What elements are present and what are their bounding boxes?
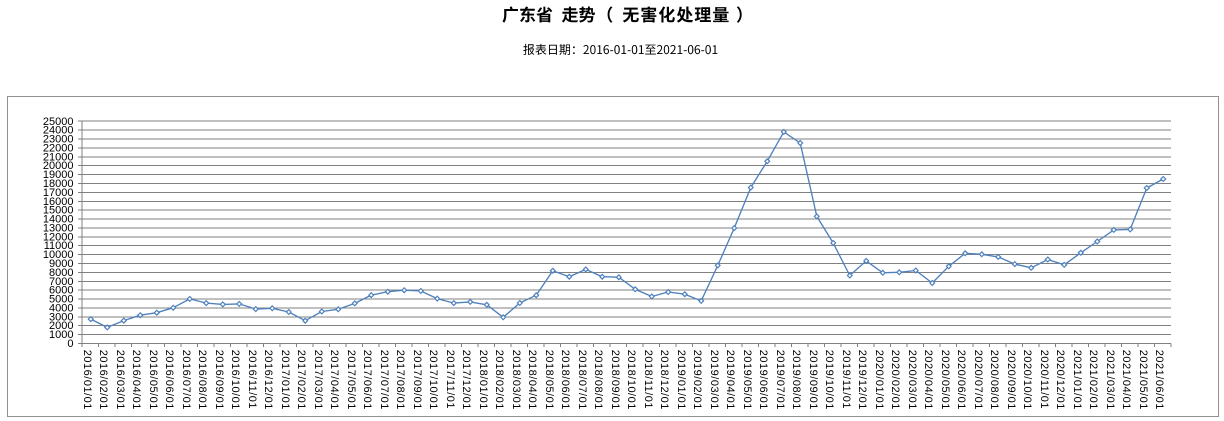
svg-text:24000: 24000 (43, 125, 74, 137)
svg-text:2017/03/01: 2017/03/01 (312, 350, 324, 410)
svg-text:16000: 16000 (43, 196, 74, 208)
svg-text:2021/04/01: 2021/04/01 (1120, 350, 1132, 410)
svg-text:2017/05/01: 2017/05/01 (345, 350, 357, 410)
svg-text:5000: 5000 (49, 294, 73, 306)
svg-text:2017/07/01: 2017/07/01 (378, 350, 390, 410)
svg-text:2017/02/01: 2017/02/01 (295, 350, 307, 410)
svg-text:2018/01/01: 2018/01/01 (477, 350, 489, 410)
svg-text:2018/06/01: 2018/06/01 (559, 350, 571, 410)
svg-text:15000: 15000 (43, 205, 74, 217)
svg-text:2016/03/01: 2016/03/01 (114, 350, 126, 410)
svg-text:19000: 19000 (43, 169, 74, 181)
svg-text:2016/04/01: 2016/04/01 (130, 350, 142, 410)
svg-text:0: 0 (67, 338, 73, 350)
svg-text:2017/08/01: 2017/08/01 (394, 350, 406, 410)
svg-text:22000: 22000 (43, 142, 74, 154)
svg-text:2017/10/01: 2017/10/01 (427, 350, 439, 410)
svg-text:2017/06/01: 2017/06/01 (361, 350, 373, 410)
svg-text:6000: 6000 (49, 285, 73, 297)
svg-text:2018/03/01: 2018/03/01 (510, 350, 522, 410)
svg-text:2019/10/01: 2019/10/01 (823, 350, 835, 410)
svg-text:2020/08/01: 2020/08/01 (988, 350, 1000, 410)
svg-text:2019/04/01: 2019/04/01 (724, 350, 736, 410)
svg-text:7000: 7000 (49, 276, 73, 288)
svg-text:2018/07/01: 2018/07/01 (576, 350, 588, 410)
svg-text:2020/10/01: 2020/10/01 (1021, 350, 1033, 410)
svg-text:2019/06/01: 2019/06/01 (757, 350, 769, 410)
svg-text:2016/09/01: 2016/09/01 (213, 350, 225, 410)
svg-text:2021/01/01: 2021/01/01 (1071, 350, 1083, 410)
svg-text:2017/04/01: 2017/04/01 (328, 350, 340, 410)
svg-text:2016/06/01: 2016/06/01 (163, 350, 175, 410)
svg-text:21000: 21000 (43, 151, 74, 163)
svg-text:1000: 1000 (49, 329, 73, 341)
svg-text:2016/11/01: 2016/11/01 (246, 350, 258, 409)
svg-text:3000: 3000 (49, 311, 73, 323)
svg-text:2021/06/01: 2021/06/01 (1153, 350, 1165, 410)
svg-text:2017/09/01: 2017/09/01 (411, 350, 423, 410)
svg-text:18000: 18000 (43, 178, 74, 190)
svg-text:2016/01/01: 2016/01/01 (81, 350, 93, 410)
svg-text:2020/06/01: 2020/06/01 (955, 350, 967, 410)
svg-text:2021/03/01: 2021/03/01 (1104, 350, 1116, 410)
svg-text:2016/10/01: 2016/10/01 (229, 350, 241, 410)
svg-text:2018/09/01: 2018/09/01 (609, 350, 621, 410)
svg-text:2018/12/01: 2018/12/01 (658, 350, 670, 410)
svg-text:2018/05/01: 2018/05/01 (543, 350, 555, 410)
svg-text:23000: 23000 (43, 134, 74, 146)
svg-text:2020/04/01: 2020/04/01 (922, 350, 934, 410)
svg-text:2018/02/01: 2018/02/01 (493, 350, 505, 410)
svg-text:2020/02/01: 2020/02/01 (889, 350, 901, 410)
svg-text:2016/12/01: 2016/12/01 (262, 350, 274, 410)
svg-text:14000: 14000 (43, 214, 74, 226)
svg-text:2019/01/01: 2019/01/01 (675, 350, 687, 410)
svg-text:2018/10/01: 2018/10/01 (625, 350, 637, 410)
svg-text:2021/02/01: 2021/02/01 (1087, 350, 1099, 410)
svg-text:2017/01/01: 2017/01/01 (279, 350, 291, 410)
svg-text:2019/09/01: 2019/09/01 (807, 350, 819, 410)
svg-text:10000: 10000 (43, 249, 74, 261)
svg-text:2018/11/01: 2018/11/01 (642, 350, 654, 409)
svg-text:2018/08/01: 2018/08/01 (592, 350, 604, 410)
svg-text:2017/11/01: 2017/11/01 (444, 350, 456, 409)
svg-text:17000: 17000 (43, 187, 74, 199)
svg-text:2020/11/01: 2020/11/01 (1038, 350, 1050, 409)
svg-text:2019/08/01: 2019/08/01 (790, 350, 802, 410)
svg-text:12000: 12000 (43, 231, 74, 243)
svg-text:13000: 13000 (43, 222, 74, 234)
svg-text:2020/01/01: 2020/01/01 (873, 350, 885, 410)
svg-text:9000: 9000 (49, 258, 73, 270)
svg-text:2019/02/01: 2019/02/01 (691, 350, 703, 410)
svg-text:2016/05/01: 2016/05/01 (147, 350, 159, 410)
svg-text:2019/11/01: 2019/11/01 (840, 350, 852, 409)
svg-text:8000: 8000 (49, 267, 73, 279)
svg-text:2020/09/01: 2020/09/01 (1005, 350, 1017, 410)
svg-text:4000: 4000 (49, 302, 73, 314)
svg-text:2016/02/01: 2016/02/01 (97, 350, 109, 410)
svg-text:2020/12/01: 2020/12/01 (1054, 350, 1066, 410)
svg-text:2000: 2000 (49, 320, 73, 332)
svg-text:2019/12/01: 2019/12/01 (856, 350, 868, 410)
svg-text:20000: 20000 (43, 160, 74, 172)
svg-text:2019/03/01: 2019/03/01 (708, 350, 720, 410)
svg-text:2021/05/01: 2021/05/01 (1137, 350, 1149, 410)
svg-text:2016/07/01: 2016/07/01 (180, 350, 192, 410)
svg-text:11000: 11000 (44, 240, 74, 252)
svg-text:2020/03/01: 2020/03/01 (906, 350, 918, 410)
svg-text:2018/04/01: 2018/04/01 (526, 350, 538, 410)
svg-text:2020/05/01: 2020/05/01 (939, 350, 951, 410)
svg-text:2017/12/01: 2017/12/01 (460, 350, 472, 410)
svg-text:2020/07/01: 2020/07/01 (972, 350, 984, 410)
svg-text:2019/07/01: 2019/07/01 (774, 350, 786, 410)
svg-text:2016/08/01: 2016/08/01 (196, 350, 208, 410)
svg-text:25000: 25000 (43, 116, 74, 128)
svg-text:2019/05/01: 2019/05/01 (741, 350, 753, 410)
